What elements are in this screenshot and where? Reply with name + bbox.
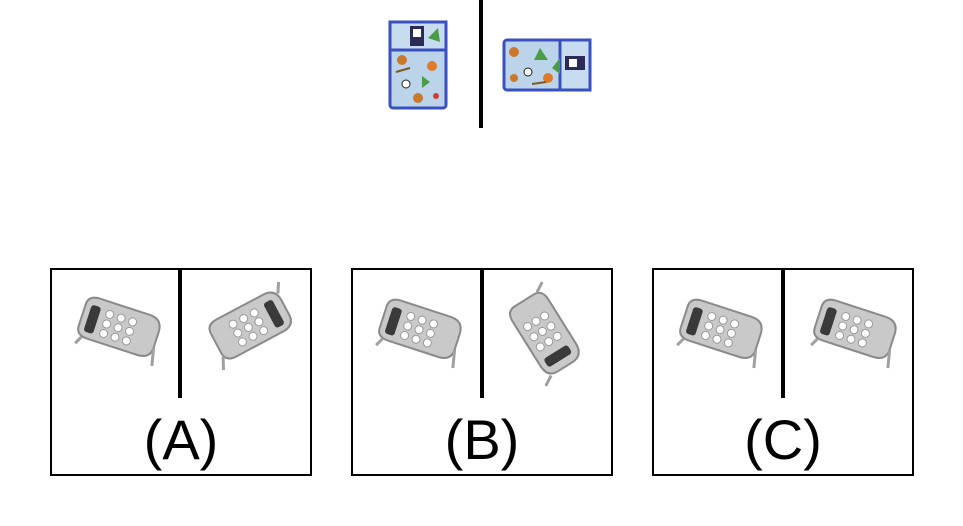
option-a-box[interactable]: (A) — [50, 268, 312, 476]
option-b-right-tray-icon — [509, 281, 580, 387]
lunch-bag-upright-icon — [388, 20, 448, 110]
option-c-label: (C) — [744, 408, 822, 471]
option-c-box[interactable]: (C) — [652, 268, 914, 476]
option-b-left-tray-icon — [375, 298, 462, 369]
option-c-divider — [781, 270, 785, 398]
option-a-divider — [178, 270, 182, 398]
option-b-box[interactable]: (B) — [351, 268, 613, 476]
option-b-divider — [480, 270, 484, 398]
option-c-right-tray-icon — [810, 298, 897, 369]
option-b-label: (B) — [444, 408, 520, 471]
reference-divider — [479, 0, 483, 128]
option-c-left-tray-icon — [676, 298, 763, 369]
option-a-left-tray-icon — [74, 296, 161, 367]
lunch-bag-rotated-icon — [502, 38, 592, 92]
option-a-label: (A) — [143, 408, 219, 471]
option-a-right-tray-icon — [208, 281, 292, 371]
